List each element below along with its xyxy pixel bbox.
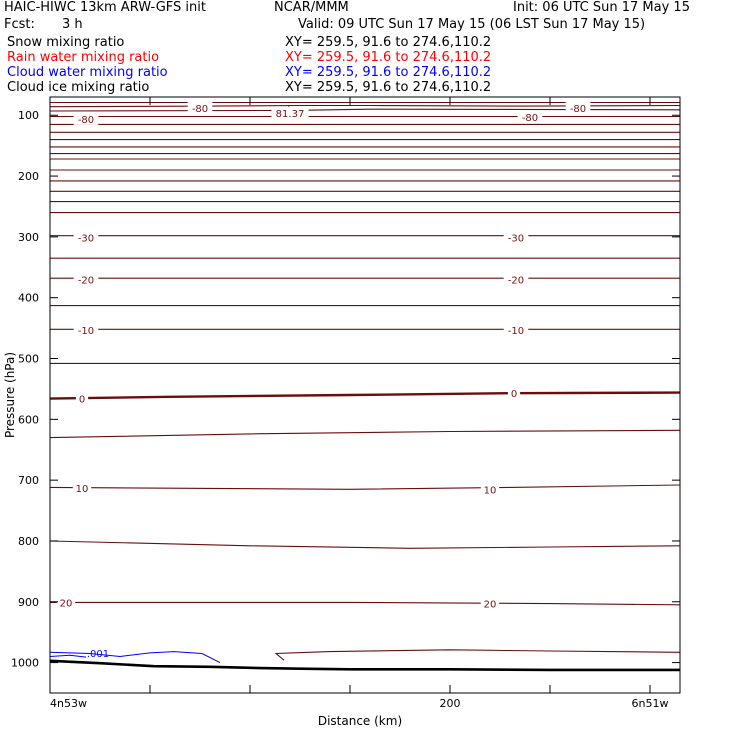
field-cloudice-name: Cloud ice mixing ratio xyxy=(7,80,150,95)
contour-label-8: -10 xyxy=(78,326,94,337)
contour-label-bg-1 xyxy=(517,111,543,124)
y-tick-label-3: 400 xyxy=(18,292,39,305)
temperature-contour-2 xyxy=(49,108,681,112)
plot-frame xyxy=(49,96,681,694)
y-axis-title: Pressure (hPa) xyxy=(3,352,17,438)
terrain-line xyxy=(49,659,680,672)
contour-label-bg-5 xyxy=(503,231,529,244)
y-tick-label-4: 500 xyxy=(18,353,39,366)
low-marker-value-bg xyxy=(271,106,309,119)
contour-label-bg-11 xyxy=(507,387,521,400)
center-name: NCAR/MMM xyxy=(274,0,349,15)
contour-label-bg-13 xyxy=(480,483,500,496)
y-tick-label-0: 100 xyxy=(18,109,39,122)
contour-label-bg-4 xyxy=(73,231,99,244)
cloud-water-contour-0 xyxy=(49,651,221,664)
cloud-water-contour-1 xyxy=(49,654,87,658)
contour-label-bg-7 xyxy=(503,273,529,286)
field-cloudice-xy: XY= 259.5, 91.6 to 274.6,110.2 xyxy=(285,80,492,95)
contour-label-14: 20 xyxy=(60,598,73,609)
temperature-contour-25 xyxy=(50,601,681,606)
contour-label-bg-3 xyxy=(73,112,99,125)
contour-label-7: -20 xyxy=(508,275,524,286)
temperature-contour-21 xyxy=(49,391,681,400)
field-cloudwater-xy: XY= 259.5, 91.6 to 274.6,110.2 xyxy=(285,65,492,80)
contour-label-4: -30 xyxy=(78,233,94,244)
temperature-contour-1 xyxy=(49,104,681,108)
contour-label-bg-9 xyxy=(503,323,529,336)
fcst-label: Fcst: xyxy=(4,17,35,32)
contour-label-bg-8 xyxy=(73,323,99,336)
y-tick-label-5: 600 xyxy=(18,413,39,426)
temperature-contour-24 xyxy=(49,540,681,549)
contour-label-12: 10 xyxy=(76,484,89,495)
low-marker-value: 81.37 xyxy=(276,109,305,120)
contour-label-bg-12 xyxy=(72,482,92,495)
contour-label-11: 0 xyxy=(511,389,517,400)
contour-label-bg-0 xyxy=(187,101,213,114)
y-tick-label-1: 200 xyxy=(18,170,39,183)
contour-label-bg-15 xyxy=(480,597,500,610)
contour-label-0: -80 xyxy=(192,104,208,115)
field-rain-name: Rain water mixing ratio xyxy=(7,50,160,65)
contour-label-9: -10 xyxy=(508,326,524,337)
temperature-contour-22 xyxy=(49,429,681,439)
contour-label-5: -30 xyxy=(508,233,524,244)
model-title: HAIC-HIWC 13km ARW-GFS init xyxy=(4,0,206,15)
field-snow-xy: XY= 259.5, 91.6 to 274.6,110.2 xyxy=(285,35,492,50)
y-tick-label-6: 700 xyxy=(18,474,39,487)
cloud-water-label: .001 xyxy=(87,649,109,660)
x-tick-label-0: 4n53w xyxy=(50,697,87,710)
temperature-contour-26 xyxy=(274,649,681,661)
fcst-value: 3 h xyxy=(62,17,83,32)
contour-label-2: -80 xyxy=(570,104,586,115)
contour-label-6: -20 xyxy=(78,275,94,286)
contour-label-1: -80 xyxy=(522,113,538,124)
field-rain-xy: XY= 259.5, 91.6 to 274.6,110.2 xyxy=(285,50,492,65)
x-tick-label-2: 6n51w xyxy=(632,697,669,710)
contour-label-13: 10 xyxy=(484,485,497,496)
contour-label-bg-6 xyxy=(73,273,99,286)
init-time: Init: 06 UTC Sun 17 May 15 xyxy=(513,0,690,15)
temperature-contour-23 xyxy=(49,484,681,490)
valid-time: Valid: 09 UTC Sun 17 May 15 (06 LST Sun … xyxy=(298,17,646,32)
contour-label-15: 20 xyxy=(484,600,497,611)
contour-label-bg-14 xyxy=(56,596,76,609)
field-cloudwater-name: Cloud water mixing ratio xyxy=(7,65,168,80)
x-axis-title: Distance (km) xyxy=(318,714,402,728)
y-tick-label-8: 900 xyxy=(18,596,39,609)
contour-label-10: 0 xyxy=(79,395,85,406)
x-tick-label-1: 200 xyxy=(440,697,461,710)
contour-label-bg-2 xyxy=(565,101,591,114)
contour-label-bg-10 xyxy=(75,392,89,405)
field-snow-name: Snow mixing ratio xyxy=(7,35,125,50)
y-tick-label-2: 300 xyxy=(18,231,39,244)
contour-label-3: -80 xyxy=(78,115,94,126)
y-tick-label-7: 800 xyxy=(18,535,39,548)
y-tick-label-9: 1000 xyxy=(11,657,39,670)
